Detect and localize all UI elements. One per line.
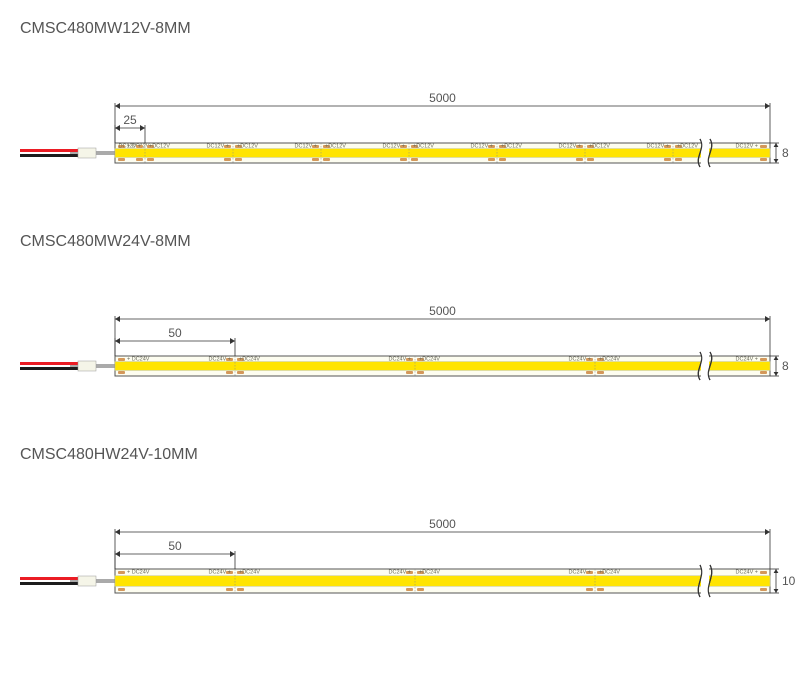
svg-text:DC24V +: DC24V + — [389, 570, 411, 576]
svg-text:DC24V +: DC24V + — [736, 357, 758, 363]
strip-diagram: + DC24V DC24V + +DC24V DC24V + +DC24V DC24V +… — [20, 514, 800, 609]
svg-text:+ DC24V: + DC24V — [127, 570, 150, 576]
svg-text:DC24V +: DC24V + — [209, 570, 231, 576]
svg-text:50: 50 — [168, 539, 182, 553]
svg-text:+DC24V: +DC24V — [239, 357, 260, 363]
svg-text:DC24V +: DC24V + — [569, 357, 591, 363]
svg-text:DC12V +: DC12V + — [383, 144, 405, 150]
svg-text:+DC24V: +DC24V — [599, 357, 620, 363]
svg-text:DC12V +: DC12V + — [471, 144, 493, 150]
svg-text:DC12V +: DC12V + — [207, 144, 229, 150]
product-block: CMSC480MW24V-8MM + DC24V DC24V + +DC24V DC24… — [20, 233, 780, 391]
svg-text:25: 25 — [123, 113, 137, 127]
svg-text:+DC12V: +DC12V — [237, 144, 258, 150]
svg-text:10: 10 — [782, 574, 796, 588]
svg-text:DC24V +: DC24V + — [209, 357, 231, 363]
svg-text:5000: 5000 — [429, 517, 456, 531]
svg-text:DC12V +: DC12V + — [647, 144, 669, 150]
svg-text:+DC12V: +DC12V — [677, 144, 698, 150]
product-title: CMSC480HW24V-10MM — [20, 446, 780, 464]
diagram-area: + DC24V DC24V + +DC24V DC24V + +DC24V DC24V +… — [20, 514, 780, 604]
svg-text:+DC12V: +DC12V — [501, 144, 522, 150]
svg-text:DC24V +: DC24V + — [569, 570, 591, 576]
svg-text:DC12V +: DC12V + — [295, 144, 317, 150]
svg-text:DC12V +: DC12V + — [736, 144, 758, 150]
svg-text:8: 8 — [782, 146, 789, 160]
diagram-area: + DC24V DC24V + +DC24V DC24V + +DC24V DC24V +… — [20, 301, 780, 391]
svg-text:DC24V +: DC24V + — [389, 357, 411, 363]
product-title: CMSC480MW12V-8MM — [20, 20, 780, 38]
svg-text:+DC24V: +DC24V — [239, 570, 260, 576]
svg-text:DC24V +: DC24V + — [736, 570, 758, 576]
svg-text:DC12V +: DC12V + — [559, 144, 581, 150]
strip-diagram: + DC24V DC24V + +DC24V DC24V + +DC24V DC24V +… — [20, 301, 800, 396]
product-block: CMSC480HW24V-10MM + DC24V DC24V + +DC24V DC2… — [20, 446, 780, 604]
svg-text:+ DC24V: + DC24V — [127, 357, 150, 363]
svg-text:5000: 5000 — [429, 91, 456, 105]
diagram-area: + DC12VDC12V ++DC12VDC12V ++DC12VDC12V +… — [20, 88, 780, 178]
svg-text:+DC24V: +DC24V — [599, 570, 620, 576]
svg-text:+DC24V: +DC24V — [419, 357, 440, 363]
svg-text:+DC24V: +DC24V — [419, 570, 440, 576]
svg-text:+DC12V: +DC12V — [413, 144, 434, 150]
svg-text:8: 8 — [782, 359, 789, 373]
svg-text:DC12V +: DC12V + — [119, 144, 141, 150]
svg-text:+DC12V: +DC12V — [149, 144, 170, 150]
svg-text:+DC12V: +DC12V — [325, 144, 346, 150]
svg-text:50: 50 — [168, 326, 182, 340]
svg-text:5000: 5000 — [429, 304, 456, 318]
product-block: CMSC480MW12V-8MM+ DC12VDC12V ++DC12VDC12… — [20, 20, 780, 178]
strip-diagram: + DC12VDC12V ++DC12VDC12V ++DC12VDC12V +… — [20, 88, 800, 183]
svg-text:+DC12V: +DC12V — [589, 144, 610, 150]
product-title: CMSC480MW24V-8MM — [20, 233, 780, 251]
